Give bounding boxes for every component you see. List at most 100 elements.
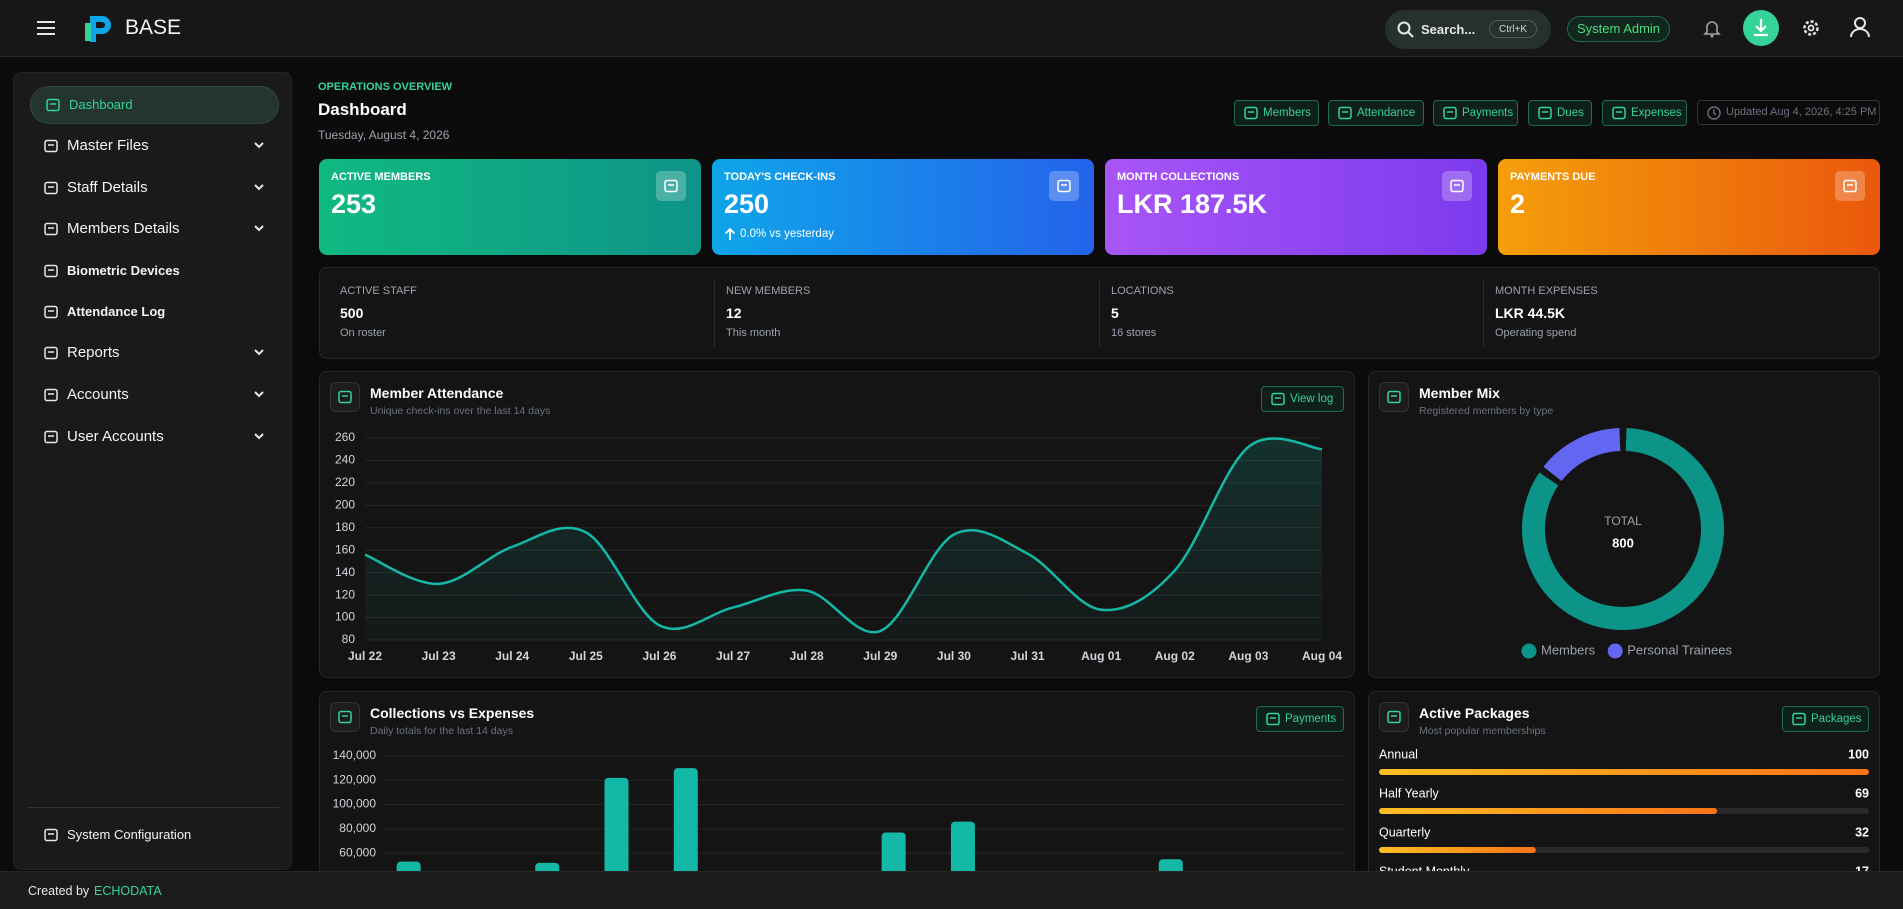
- bar: [1379, 808, 1718, 814]
- chevron[interactable]: [253, 390, 265, 398]
- nav-icon: [44, 828, 58, 842]
- summary-divider: [1483, 280, 1484, 348]
- settings[interactable]: [1801, 18, 1821, 38]
- bar: [673, 768, 698, 871]
- nav-label[interactable]: Attendance Log: [67, 304, 166, 319]
- stat-value: 250: [724, 189, 770, 219]
- nav-label[interactable]: Master Files: [67, 137, 149, 154]
- footer: Created by ECHODATA: [0, 871, 1903, 909]
- icon-shape: [1792, 712, 1806, 726]
- button-icon: [1792, 712, 1806, 726]
- nav-label[interactable]: Dashboard: [69, 97, 133, 112]
- y-tick-label: 240: [335, 453, 355, 467]
- pie-slice: [1543, 428, 1621, 481]
- search-placeholder: Search...: [1421, 22, 1476, 37]
- chevron[interactable]: [253, 183, 265, 191]
- download-button[interactable]: [1743, 10, 1779, 46]
- icon-shape: [1338, 106, 1352, 120]
- x-tick-label: Jul 30: [937, 649, 971, 663]
- x-tick-label: Jul 24: [495, 649, 529, 663]
- chevron[interactable]: [253, 348, 265, 356]
- button-label: Attendance: [1357, 107, 1416, 119]
- arrow-shape: [724, 227, 736, 240]
- icon-shape: [1387, 390, 1401, 404]
- icon-shape: [664, 179, 678, 193]
- chevron[interactable]: [253, 141, 265, 149]
- card-action[interactable]: Packages: [1782, 706, 1869, 732]
- y-tick-label: 140: [335, 565, 355, 579]
- nav-label[interactable]: Accounts: [67, 386, 129, 403]
- stat-icon: [656, 171, 686, 201]
- x-tick-label: Jul 26: [642, 649, 676, 663]
- y-tick-label: 180: [335, 520, 355, 534]
- nav-icon: [44, 139, 58, 153]
- x-tick-label: Jul 25: [569, 649, 603, 663]
- nav-label[interactable]: Biometric Devices: [67, 263, 180, 278]
- card-icon: [1379, 702, 1409, 732]
- nav-label[interactable]: Reports: [67, 344, 120, 361]
- stat-label: TODAY'S CHECK-INS: [724, 171, 836, 183]
- collections-card: [319, 691, 1355, 871]
- icon-shape: [1057, 179, 1071, 193]
- legend-swatch: [1607, 643, 1623, 659]
- stat-label: PAYMENTS DUE: [1510, 171, 1596, 183]
- icon-shape: [46, 98, 60, 112]
- button-label: Packages: [1811, 713, 1862, 725]
- card-icon: [1379, 382, 1409, 412]
- card-icon-shape: [338, 390, 352, 404]
- nav-icon: [46, 98, 60, 112]
- action-button[interactable]: Attendance: [1328, 100, 1424, 126]
- role-badge[interactable]: System Admin: [1567, 16, 1670, 42]
- area: [365, 438, 1322, 640]
- notifications[interactable]: [1703, 18, 1721, 38]
- chevron[interactable]: [253, 432, 265, 440]
- nav-item-active[interactable]: [30, 86, 279, 124]
- button-icon: [1266, 712, 1280, 726]
- summary-note: This month: [726, 327, 781, 339]
- icon-shape: [1612, 106, 1626, 120]
- summary-value: 500: [340, 305, 364, 321]
- nav-label[interactable]: System Configuration: [67, 827, 192, 842]
- stat-note: 0.0% vs yesterday: [740, 228, 834, 240]
- x-tick-label: Jul 27: [716, 649, 750, 663]
- icon-shape: [44, 181, 58, 195]
- y-tick-label: 100,000: [333, 797, 377, 811]
- y-tick-label: 160: [335, 542, 355, 556]
- icon-shape: [44, 264, 58, 278]
- center-value: 800: [1612, 535, 1634, 550]
- nav-label[interactable]: User Accounts: [67, 428, 164, 445]
- card-action[interactable]: Payments: [1256, 706, 1344, 732]
- action-button[interactable]: Members: [1234, 100, 1319, 126]
- chevron[interactable]: [253, 224, 265, 232]
- footer-brand[interactable]: ECHODATA: [94, 884, 162, 898]
- action-button[interactable]: Dues: [1528, 100, 1592, 126]
- bar: [396, 861, 421, 871]
- stat-label: MONTH COLLECTIONS: [1117, 171, 1240, 183]
- y-tick-label: 200: [335, 498, 355, 512]
- package-value: 17: [1855, 864, 1869, 871]
- clock-icon: [1707, 106, 1721, 120]
- user-menu[interactable]: [1849, 16, 1871, 38]
- card-action[interactable]: View log: [1261, 386, 1344, 412]
- package-label: Student Monthly: [1379, 864, 1470, 871]
- center-label: TOTAL: [1604, 514, 1642, 528]
- stat-icon-shape: [1057, 179, 1071, 193]
- summary-label: ACTIVE STAFF: [340, 285, 417, 297]
- button-label: Payments: [1462, 107, 1514, 119]
- menu-button[interactable]: [36, 18, 56, 38]
- package-value: 32: [1855, 825, 1869, 839]
- action-button[interactable]: Expenses: [1602, 100, 1687, 126]
- search-box[interactable]: Search... Ctrl+K: [1385, 10, 1551, 49]
- action-button[interactable]: Payments: [1433, 100, 1518, 126]
- card-icon-shape: [1387, 710, 1401, 724]
- stat-card: ACTIVE MEMBERS 253: [319, 159, 701, 255]
- card-subtitle: Unique check-ins over the last 14 days: [370, 405, 551, 417]
- package-label: Annual: [1379, 747, 1418, 761]
- trend-arrow: [724, 227, 736, 240]
- summary-value: 5: [1111, 305, 1119, 321]
- card-icon: [330, 382, 360, 412]
- nav-label[interactable]: Staff Details: [67, 179, 148, 196]
- updated-text: Updated Aug 4, 2026, 4:25 PM: [1726, 106, 1877, 118]
- nav-label[interactable]: Members Details: [67, 220, 180, 237]
- x-tick-label: Aug 03: [1228, 649, 1268, 663]
